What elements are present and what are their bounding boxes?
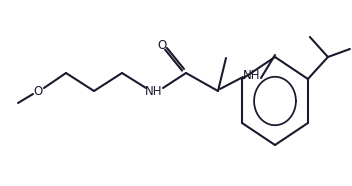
- Text: O: O: [33, 84, 43, 97]
- Text: NH: NH: [243, 68, 261, 81]
- Text: O: O: [157, 39, 166, 52]
- Text: NH: NH: [145, 84, 163, 97]
